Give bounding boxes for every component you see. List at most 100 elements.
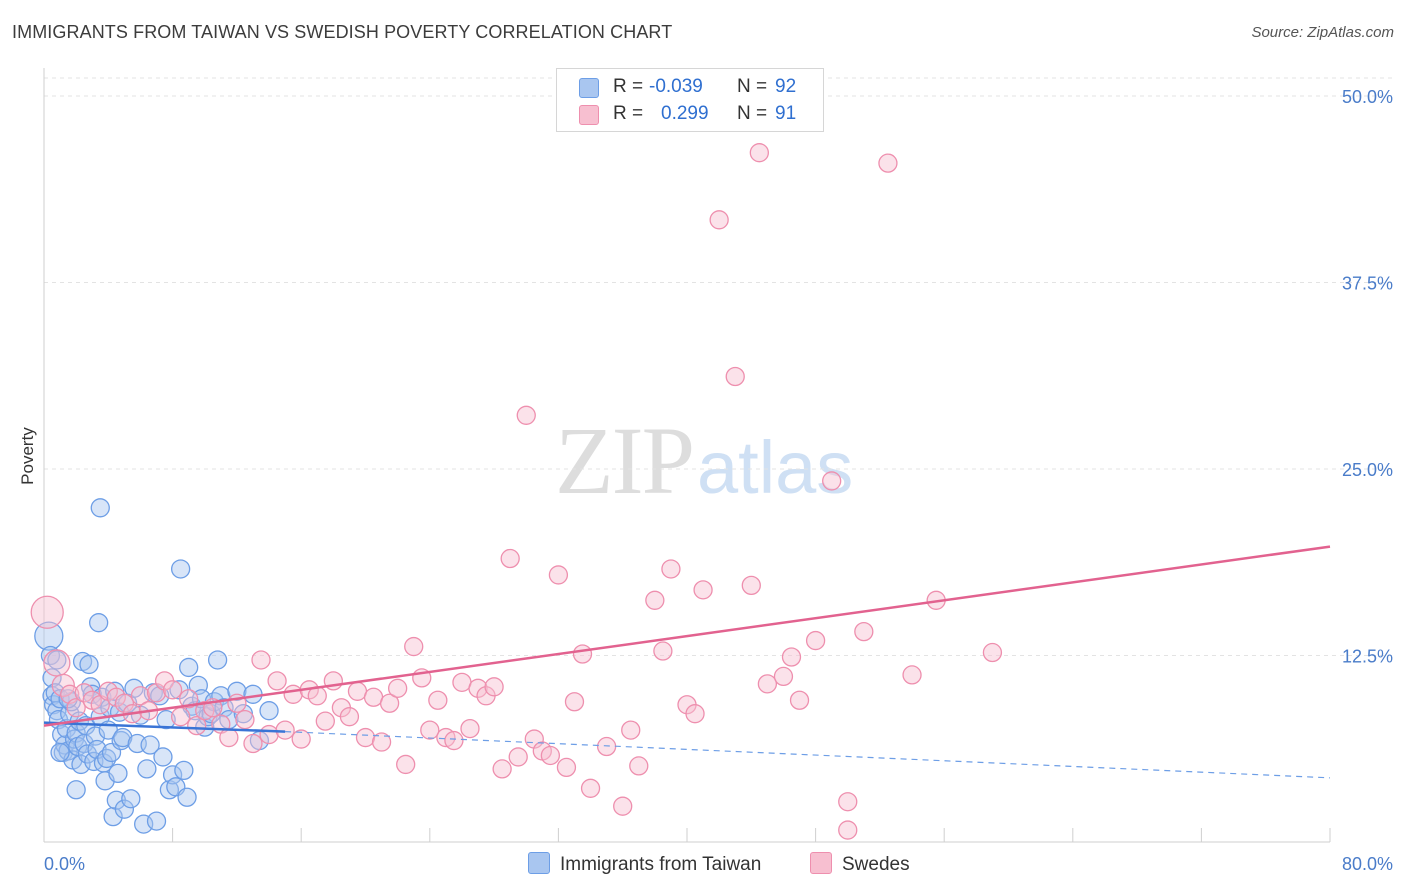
point-swedes	[540, 745, 561, 766]
point-taiwan	[113, 727, 133, 748]
point-taiwan	[79, 654, 99, 675]
point-swedes	[355, 727, 376, 748]
point-swedes	[339, 707, 360, 727]
point-taiwan	[177, 787, 197, 807]
point-swedes	[460, 718, 480, 739]
point-taiwan	[156, 710, 176, 730]
point-taiwan	[47, 650, 67, 670]
point-taiwan	[121, 789, 141, 809]
point-swedes	[805, 630, 826, 651]
trend-line-swedes	[43, 545, 1331, 727]
point-swedes	[219, 727, 239, 748]
point-taiwan	[50, 689, 70, 709]
point-swedes	[661, 559, 681, 579]
point-swedes	[30, 595, 64, 629]
point-swedes	[404, 636, 424, 657]
point-swedes	[613, 796, 633, 816]
point-swedes	[621, 720, 641, 740]
legend-n-value: 91	[775, 103, 797, 124]
legend-n-value: 92	[775, 76, 797, 97]
chart-title: IMMIGRANTS FROM TAIWAN VS SWEDISH POVERT…	[12, 22, 673, 42]
point-swedes	[508, 747, 528, 767]
point-taiwan	[174, 760, 194, 781]
point-swedes	[629, 756, 649, 776]
point-swedes	[452, 672, 472, 693]
point-swedes	[283, 684, 303, 704]
watermark-zip: ZIP	[555, 407, 695, 514]
legend-n-label: N =	[737, 103, 768, 124]
point-taiwan	[34, 621, 64, 651]
point-taiwan	[111, 730, 131, 751]
correlation-legend: R = -0.039 N = 92 R = 0.299 N = 91	[556, 68, 824, 132]
point-swedes	[363, 687, 384, 707]
legend-swatch-taiwan	[579, 78, 599, 98]
point-swedes	[773, 666, 794, 687]
point-swedes	[781, 647, 802, 667]
legend-swatch-swedes	[579, 105, 599, 125]
point-swedes	[379, 693, 400, 713]
point-taiwan	[58, 741, 78, 761]
point-taiwan	[124, 678, 144, 698]
point-taiwan	[137, 759, 157, 779]
legend-r-label: R =	[613, 76, 644, 97]
point-swedes	[548, 565, 569, 585]
point-swedes	[347, 681, 368, 701]
point-taiwan	[66, 780, 86, 800]
legend-n-label: N =	[737, 76, 768, 97]
point-swedes	[259, 724, 279, 745]
point-swedes	[428, 690, 448, 710]
point-swedes	[580, 778, 601, 798]
point-swedes	[757, 674, 778, 694]
point-swedes	[235, 710, 255, 730]
point-taiwan	[50, 742, 70, 763]
point-swedes	[114, 693, 135, 713]
point-swedes	[130, 686, 151, 706]
x-tick-label: 80.0%	[1342, 854, 1393, 874]
legend-r-value: 0.299	[661, 103, 709, 124]
point-swedes	[838, 820, 858, 840]
y-tick-label: 12.5%	[1342, 647, 1393, 667]
point-taiwan	[114, 799, 135, 819]
point-taiwan	[170, 559, 191, 579]
point-swedes	[982, 642, 1003, 663]
point-swedes	[741, 575, 761, 596]
point-swedes	[371, 732, 392, 752]
point-swedes	[492, 759, 512, 779]
watermark: ZIPatlas	[555, 405, 853, 516]
trend-line-taiwan	[43, 721, 286, 733]
point-swedes	[878, 153, 898, 173]
point-swedes	[251, 650, 271, 670]
point-swedes	[179, 689, 199, 709]
point-swedes	[170, 707, 191, 727]
point-swedes	[693, 580, 713, 600]
point-swedes	[556, 757, 577, 778]
bottom-legend-taiwan: Immigrants from Taiwan	[528, 852, 761, 876]
point-swedes	[902, 665, 922, 685]
bottom-legend-swedes: Swedes	[810, 852, 910, 876]
point-swedes	[500, 548, 520, 569]
point-swedes	[685, 704, 705, 724]
trend-line-dashed-taiwan	[285, 730, 1331, 779]
point-swedes	[243, 733, 263, 754]
point-taiwan	[77, 744, 98, 764]
point-swedes	[291, 729, 311, 749]
point-taiwan	[162, 765, 183, 785]
bottom-legend-label-taiwan: Immigrants from Taiwan	[560, 854, 762, 875]
point-swedes	[420, 720, 440, 740]
point-swedes	[275, 720, 295, 740]
point-swedes	[653, 641, 673, 661]
point-swedes	[43, 649, 71, 677]
bottom-legend-swatch-swedes	[810, 852, 832, 874]
point-taiwan	[179, 657, 199, 678]
point-swedes	[645, 590, 665, 610]
point-swedes	[596, 736, 617, 757]
point-taiwan	[146, 811, 167, 831]
bottom-legend-swatch-taiwan	[528, 852, 550, 874]
watermark-atlas: atlas	[697, 426, 854, 509]
point-swedes	[396, 754, 416, 775]
legend-r-label: R =	[613, 103, 644, 124]
source-label: Source: ZipAtlas.com	[1251, 24, 1394, 41]
point-taiwan	[140, 735, 160, 755]
point-swedes	[468, 678, 488, 698]
bottom-legend-label-swedes: Swedes	[842, 854, 910, 875]
